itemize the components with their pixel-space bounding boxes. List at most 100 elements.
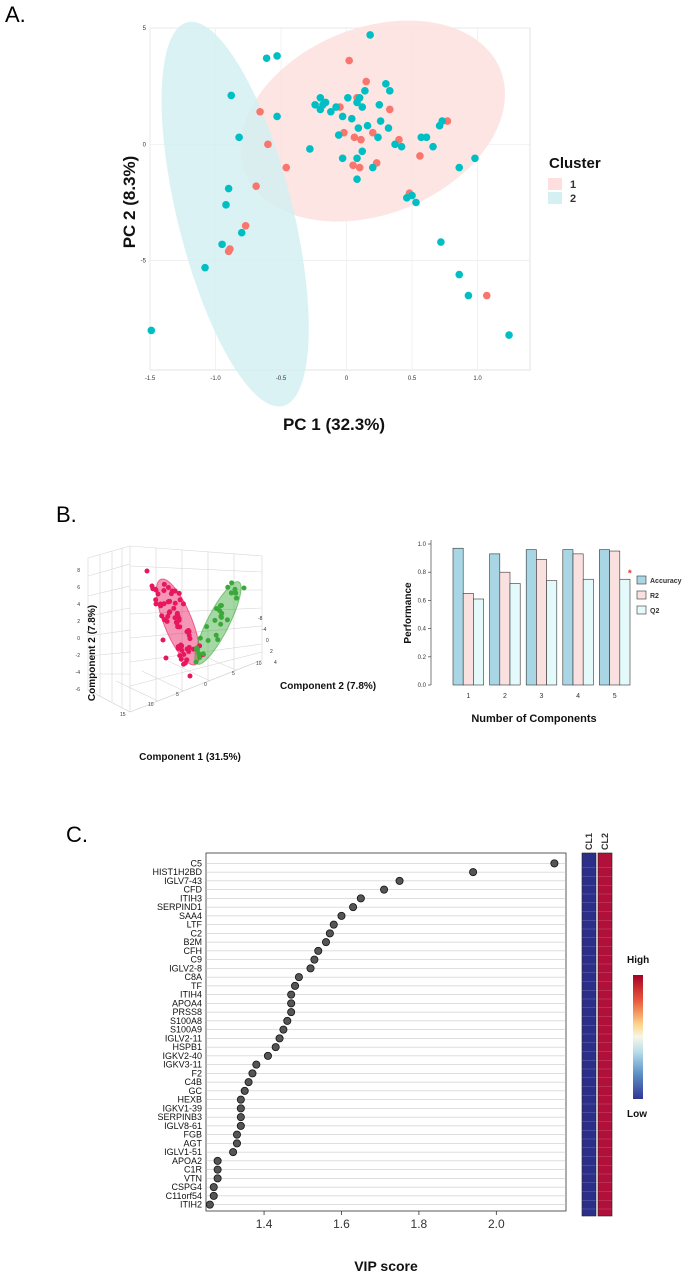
vip-protein-label: CSPG4 (171, 1182, 202, 1192)
pls3d-left-tick: 4 (77, 602, 80, 608)
vip-score-point (306, 964, 315, 973)
pls3d-point-group-1 (159, 613, 165, 619)
vip-protein-label: PRSS8 (172, 1007, 202, 1017)
pca-point-cluster-1 (345, 56, 353, 65)
pca-point-cluster-2 (368, 163, 377, 172)
pca-point-cluster-2 (227, 91, 236, 100)
pls3d-left-tick: 2 (77, 619, 80, 625)
pca-point-cluster-2 (218, 240, 226, 249)
perf-x-tick-label: 1 (466, 693, 470, 700)
perf-bar-accuracy (525, 549, 537, 686)
pca-point-cluster-2 (471, 154, 479, 163)
pls3d-front-tick: 10 (256, 661, 262, 667)
pca-point-cluster-2 (385, 87, 394, 95)
vip-protein-label: IGKV3-11 (163, 1060, 202, 1070)
pca-point-cluster-1 (282, 163, 291, 172)
pls3d-ellipse-group-2 (194, 581, 242, 665)
vip-color-scale (633, 975, 643, 1099)
pls3d-point-group-1 (186, 632, 192, 638)
pls3d-point-group-1 (177, 597, 183, 603)
pls3d-point-group-1 (176, 616, 182, 622)
vip-score-point (287, 990, 296, 999)
perf-legend-swatch-q2 (636, 605, 647, 615)
perf-bar-r2 (609, 550, 621, 686)
pca-point-cluster-2 (464, 291, 473, 300)
vip-protein-label: SAA4 (179, 911, 202, 921)
vip-protein-label: C11orf54 (166, 1191, 202, 1201)
pca-point-cluster-1 (241, 221, 250, 230)
pls3d-point-group-1 (149, 583, 155, 589)
pls3d-right-tick: 0 (266, 638, 269, 644)
pca-point-cluster-1 (264, 140, 272, 149)
vip-x-axis-title: VIP score (354, 1258, 418, 1274)
perf-x-axis-title: Number of Components (471, 713, 596, 725)
pls3d-point-group-1 (171, 605, 177, 611)
pca-point-cluster-2 (366, 31, 374, 39)
pls3d-point-group-1 (184, 657, 190, 663)
pca-point-cluster-2 (327, 107, 335, 116)
pca-point-cluster-2 (412, 198, 420, 207)
pca-point-cluster-2 (316, 93, 325, 102)
vip-ticks: 1.4 1.6 1.8 2.0 (256, 1211, 505, 1231)
vip-score-point (236, 1113, 245, 1122)
pca-point-cluster-2 (358, 147, 367, 156)
perf-bar-q2 (582, 578, 594, 686)
vip-score-point (236, 1104, 245, 1113)
perf-ticks: 0.0 0.2 0.4 0.6 0.8 1.0 (418, 542, 431, 689)
pca-point-cluster-2 (376, 117, 385, 125)
pls3d-right-tick: -8 (258, 616, 263, 622)
pls3d-point-group-2 (224, 617, 230, 623)
vip-protein-label: LTF (187, 920, 203, 930)
perf-bar-accuracy (599, 549, 610, 686)
pls3d-front-tick: 5 (176, 692, 179, 698)
vip-protein-label: C8A (184, 972, 202, 982)
vip-heat-column-cl1 (581, 852, 597, 1217)
perf-best-marker: * (628, 568, 632, 579)
pca-x-tick-label: 0.5 (408, 376, 417, 382)
vip-protein-label: C4B (184, 1077, 202, 1087)
vip-protein-label: C9 (190, 955, 202, 965)
pca-point-cluster-1 (368, 128, 377, 137)
pca-point-cluster-2 (455, 163, 464, 172)
pls3d-point-group-1 (176, 590, 182, 596)
vip-protein-label: ITIH4 (180, 990, 202, 1000)
perf-bar-accuracy (452, 547, 464, 686)
legend-swatch-cluster-1 (548, 178, 562, 190)
vip-heatmap: CL1 CL2 (581, 833, 613, 1217)
pls3d-point-group-2 (218, 614, 224, 620)
pls3d-point-group-1 (153, 601, 159, 607)
pca-point-cluster-2 (384, 124, 393, 132)
vip-protein-label: IGLV2-8 (169, 963, 202, 973)
pca-point-cluster-2 (437, 238, 445, 246)
vip-score-point (337, 911, 346, 920)
vip-score-point (329, 920, 338, 929)
pca-point-cluster-2 (363, 121, 372, 130)
vip-score-point (469, 868, 478, 877)
pca-point-cluster-1 (252, 182, 260, 191)
perf-bar-r2 (499, 571, 511, 686)
vip-protein-label: IGKV1-39 (162, 1103, 202, 1113)
pca-point-cluster-1 (416, 152, 424, 160)
perf-y-tick-label: 0.8 (418, 570, 427, 576)
pca-y-tick-label: -5 (141, 259, 147, 265)
pls3d-point-group-2 (193, 659, 199, 665)
pls3d-point-group-2 (219, 610, 225, 616)
pls3d-point-group-2 (217, 603, 223, 609)
vip-score-point (271, 1043, 280, 1052)
vip-score-point (283, 1016, 292, 1025)
pca-point-cluster-2 (332, 103, 340, 111)
pls3d-point-group-1 (153, 597, 159, 603)
panel-label-c: C. (66, 822, 88, 847)
pls3d-left-tick: 6 (77, 585, 80, 591)
vip-score-point (213, 1156, 222, 1165)
perf-x-tick-label: 2 (503, 693, 507, 700)
pca-point-cluster-2 (224, 184, 233, 193)
pls3d-point-group-1 (178, 642, 184, 648)
pca-chart: -1.5 -1.0 -0.5 0 0.5 1.0 5 0 -5 PC 1 (32.3%) PC … (120, 20, 601, 434)
vip-score-point (291, 981, 300, 990)
vip-protein-label: SERPIND1 (157, 902, 202, 912)
pls3d-point-group-2 (241, 585, 247, 591)
pls3d-left-tick: -2 (76, 653, 81, 659)
pca-point-cluster-2 (353, 175, 361, 184)
vip-score-point (236, 1095, 245, 1104)
